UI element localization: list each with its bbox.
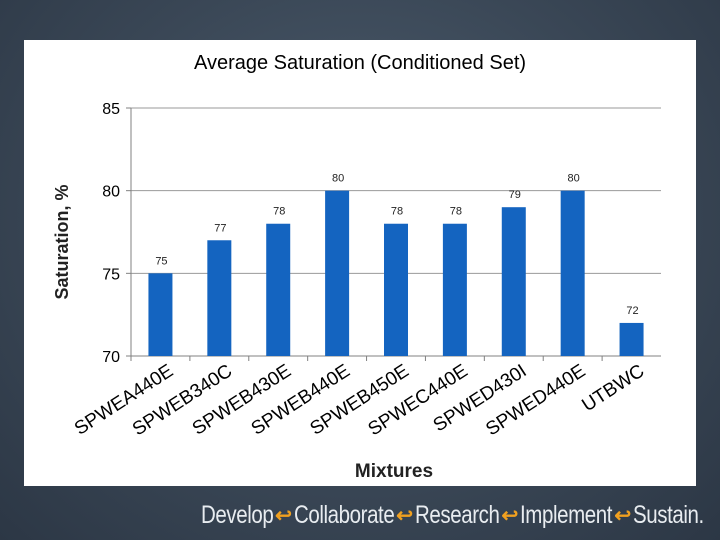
- data-label: 78: [450, 206, 462, 218]
- y-tick-label: 75: [102, 266, 120, 283]
- footer-word: Implement: [520, 500, 613, 529]
- data-label: 80: [568, 173, 580, 185]
- footer-arrow-icon: ↩: [275, 504, 292, 527]
- bar: [325, 190, 350, 356]
- x-tick-label: SPWEC440E: [365, 361, 472, 441]
- data-label: 78: [391, 206, 403, 218]
- footer-word: Collaborate: [293, 500, 395, 529]
- bar: [501, 207, 526, 356]
- data-label: 72: [626, 305, 638, 317]
- bar: [619, 322, 644, 356]
- x-tick-label: SPWED440E: [482, 361, 589, 441]
- footer-item: Sustain.: [633, 501, 704, 530]
- chart-title: Average Saturation (Conditioned Set): [194, 52, 526, 74]
- y-tick-label: 80: [102, 184, 120, 201]
- footer-item: Implement: [520, 501, 612, 530]
- footer-arrow-icon: ↩: [614, 504, 632, 527]
- x-tick-label: SPWEA440E: [71, 361, 177, 440]
- footer-arrow-icon: ↩: [396, 504, 414, 527]
- footer-item: Develop: [200, 500, 274, 530]
- footer-word: Develop: [200, 500, 274, 529]
- bar: [560, 190, 585, 356]
- data-label: 80: [332, 173, 344, 185]
- x-tick-label: UTBWC: [578, 361, 648, 417]
- x-axis-title: Mixtures: [355, 461, 433, 482]
- chart-panel: Average Saturation (Conditioned Set) 70 75…: [24, 40, 696, 486]
- data-label: 79: [509, 189, 521, 201]
- bar: [442, 223, 467, 356]
- footer-item: Research: [415, 500, 500, 530]
- data-label: 75: [155, 255, 167, 267]
- y-tick-label: 70: [102, 349, 120, 366]
- footer-word: Research: [415, 500, 500, 529]
- footer-arrow-icon: ↩: [501, 504, 519, 527]
- bar: [207, 240, 232, 356]
- footer-tagline: Develop ↩ Collaborate ↩ Research ↩ Implement ↩ S…: [0, 490, 720, 540]
- bar: [148, 273, 173, 356]
- bar: [266, 223, 291, 356]
- bar-chart: Average Saturation (Conditioned Set) 70 75…: [52, 52, 661, 482]
- data-label: 78: [273, 206, 285, 218]
- footer-item: Collaborate: [293, 500, 395, 530]
- y-axis-title: Saturation, %: [52, 184, 72, 299]
- bar: [384, 223, 408, 356]
- x-tick-label: SPWEB340C: [129, 361, 236, 441]
- data-label: 77: [214, 222, 226, 234]
- footer-word: Sustain.: [633, 500, 704, 529]
- y-tick-label: 85: [102, 101, 120, 118]
